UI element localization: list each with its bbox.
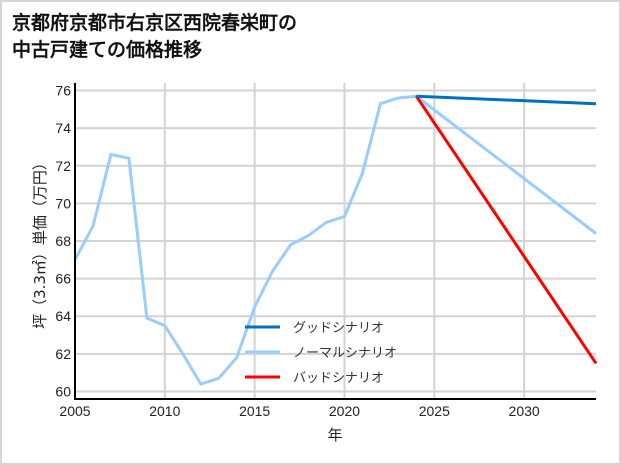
y-tick-label: 74 — [55, 120, 71, 136]
y-tick-label: 66 — [55, 271, 71, 287]
y-tick-label: 70 — [55, 195, 71, 211]
legend-label: ノーマルシナリオ — [293, 346, 397, 361]
x-tick-label: 2010 — [149, 403, 180, 419]
y-tick-label: 62 — [55, 346, 71, 362]
x-axis-label: 年 — [327, 426, 342, 444]
y-tick-label: 72 — [55, 158, 71, 174]
x-tick-label: 2025 — [419, 403, 450, 419]
y-tick-label: 68 — [55, 233, 71, 249]
x-tick-label: 2005 — [59, 403, 90, 419]
tick-labels: 60 62 64 66 68 70 72 74 76 2005 2010 2015 2020 2025 20… — [55, 83, 539, 419]
y-tick-label: 76 — [55, 83, 71, 99]
series-line — [73, 94, 597, 386]
series-line — [415, 95, 598, 365]
x-tick-label: 2030 — [509, 403, 540, 419]
chart-title-line2: 中古戸建ての価格推移 — [12, 39, 203, 61]
y-tick-label: 60 — [55, 383, 71, 399]
legend-label: バッドシナリオ — [293, 371, 384, 386]
chart-title-line1: 京都府京都市右京区西院春栄町の — [12, 12, 298, 34]
series-lines — [73, 94, 598, 386]
y-tick-label: 64 — [55, 308, 71, 324]
y-axis-label: 坪（3.3㎡）単価（万円） — [31, 155, 49, 329]
series-line — [416, 94, 597, 106]
axes — [74, 83, 596, 400]
legend-label: グッドシナリオ — [293, 321, 384, 336]
chart-title: 京都府京都市右京区西院春栄町の 中古戸建ての価格推移 — [12, 10, 297, 64]
x-tick-label: 2015 — [239, 403, 270, 419]
x-tick-label: 2020 — [329, 403, 360, 419]
